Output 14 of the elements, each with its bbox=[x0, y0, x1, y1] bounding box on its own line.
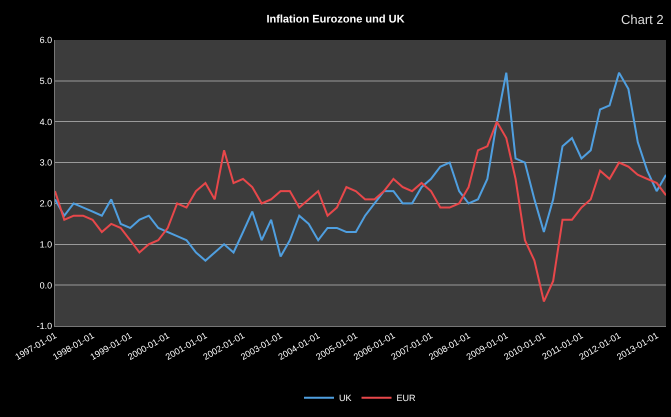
caption: Chart 2 bbox=[621, 12, 664, 27]
line-series bbox=[55, 120, 666, 302]
y-tick-label: 4.0 bbox=[40, 116, 52, 127]
y-tick-label: 5.0 bbox=[40, 76, 52, 86]
line-series bbox=[55, 72, 666, 262]
legend-label: UK bbox=[339, 393, 352, 404]
y-tick-label: 0.0 bbox=[40, 280, 52, 290]
y-tick-label: -1.0 bbox=[36, 321, 52, 332]
legend-label: EUR bbox=[396, 393, 416, 404]
y-tick-label: 3.0 bbox=[40, 158, 52, 168]
y-tick-label: 6.0 bbox=[40, 35, 52, 46]
chart-title: Inflation Eurozone und UK bbox=[266, 13, 405, 26]
y-tick-label: 2.0 bbox=[40, 198, 52, 209]
y-tick-label: 1.0 bbox=[40, 239, 52, 250]
